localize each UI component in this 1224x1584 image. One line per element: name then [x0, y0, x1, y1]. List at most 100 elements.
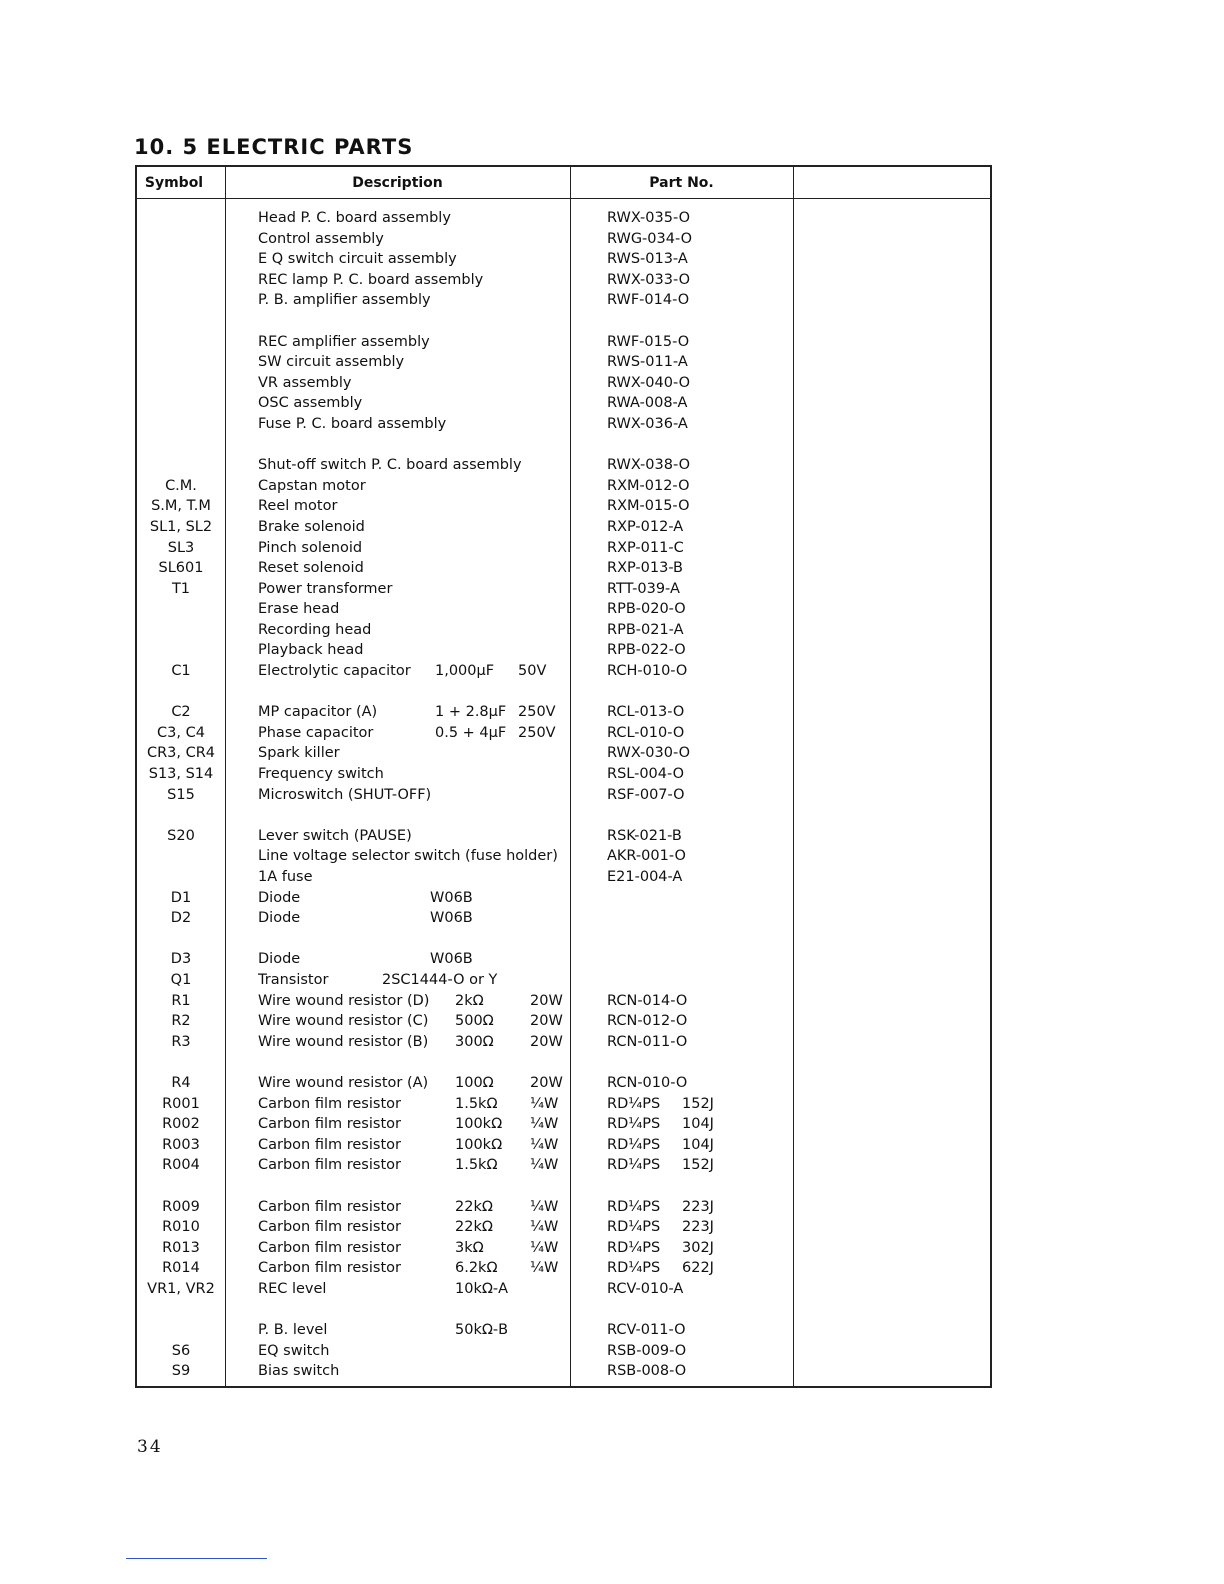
spacer-row [137, 931, 990, 952]
description-cell: Line voltage selector switch (fuse holde… [258, 848, 558, 865]
part-no-cell: RPB-020-O [607, 601, 686, 618]
description-cell: Erase head [258, 601, 340, 618]
part-no-cell: RWX-033-O [607, 271, 690, 288]
symbol-cell: S.M, T.M [151, 498, 211, 515]
rating-cell: ¼W [530, 1136, 559, 1153]
part-no-cell: RD¼PS [607, 1157, 661, 1174]
spacer-row [137, 313, 990, 334]
value-cell: 300Ω [455, 1033, 494, 1050]
part-no-cell: RPB-021-A [607, 621, 684, 638]
symbol-cell: S6 [171, 1342, 191, 1359]
spacer-row [137, 1054, 990, 1075]
part-no-cell: RXP-011-C [607, 539, 684, 556]
description-cell: Playback head [258, 642, 364, 659]
table-body: Head P. C. board assembly RWX-035-O Contro… [137, 210, 990, 1384]
symbol-cell: D3 [170, 951, 192, 968]
symbol-cell: R1 [171, 992, 191, 1009]
description-cell: REC amplifier assembly [258, 333, 430, 350]
part-no-suffix: 152J [682, 1095, 714, 1112]
symbol-cell: R002 [162, 1116, 200, 1133]
table-row: 1A fuse E21-004-A [137, 869, 990, 890]
table-row: C1 Electrolytic capacitor 1,000μF 50V RCH-01… [137, 663, 990, 684]
table-row: R003 Carbon film resistor 100kΩ ¼W RD¼PS 104J [137, 1137, 990, 1158]
header-part-no: Part No. [649, 175, 714, 191]
rating-cell: 250V [518, 704, 556, 721]
part-no-cell: RD¼PS [607, 1095, 661, 1112]
table-row: R010 Carbon film resistor 22kΩ ¼W RD¼PS 223J [137, 1219, 990, 1240]
symbol-cell: CR3, CR4 [146, 745, 216, 762]
value-cell: 2SC1444-O or Y [382, 971, 498, 988]
description-cell: Frequency switch [258, 766, 384, 783]
part-no-cell: RD¼PS [607, 1198, 661, 1215]
table-row: R002 Carbon film resistor 100kΩ ¼W RD¼PS 104J [137, 1116, 990, 1137]
table-row: REC lamp P. C. board assembly RWX-033-O [137, 272, 990, 293]
table-row: VR1, VR2 REC level 10kΩ-A RCV-010-A [137, 1281, 990, 1302]
rating-cell: 20W [530, 1013, 563, 1030]
symbol-cell: R2 [171, 1013, 191, 1030]
rating-cell: ¼W [530, 1095, 559, 1112]
symbol-cell: SL1, SL2 [149, 518, 213, 535]
description-cell: Lever switch (PAUSE) [258, 827, 412, 844]
symbol-cell: C3, C4 [157, 724, 205, 741]
description-cell: Electrolytic capacitor [258, 663, 411, 680]
table-row: S20 Lever switch (PAUSE) RSK-021-B [137, 828, 990, 849]
table-row: Shut-off switch P. C. board assembly RWX-… [137, 457, 990, 478]
description-cell: EQ switch [258, 1342, 330, 1359]
table-row: R013 Carbon film resistor 3kΩ ¼W RD¼PS 302J [137, 1240, 990, 1261]
symbol-cell: R4 [171, 1074, 191, 1091]
part-no-cell: RWS-011-A [607, 354, 688, 371]
rating-cell: ¼W [530, 1198, 559, 1215]
table-row: Q1 Transistor 2SC1444-O or Y [137, 972, 990, 993]
table-row: D3 Diode W06B [137, 951, 990, 972]
table-row: SW circuit assembly RWS-011-A [137, 354, 990, 375]
symbol-cell: T1 [171, 580, 191, 597]
part-no-cell: RD¼PS [607, 1239, 661, 1256]
table-row: REC amplifier assembly RWF-015-O [137, 334, 990, 355]
part-no-cell: RXP-012-A [607, 518, 684, 535]
table-row: R3 Wire wound resistor (B) 300Ω 20W RCN-011-… [137, 1034, 990, 1055]
part-no-cell: AKR-001-O [607, 848, 686, 865]
table-row: CR3, CR4 Spark killer RWX-030-O [137, 745, 990, 766]
part-no-suffix: 152J [682, 1157, 714, 1174]
part-no-cell: RWX-030-O [607, 745, 690, 762]
description-cell: Fuse P. C. board assembly [258, 415, 447, 432]
description-cell: VR assembly [258, 374, 352, 391]
rating-cell: ¼W [530, 1260, 559, 1277]
part-no-cell: RCL-013-O [607, 704, 685, 721]
part-no-cell: RCN-011-O [607, 1033, 688, 1050]
table-row: R001 Carbon film resistor 1.5kΩ ¼W RD¼PS 152J [137, 1096, 990, 1117]
part-no-cell: E21-004-A [607, 869, 683, 885]
value-cell: 3kΩ [455, 1239, 484, 1256]
symbol-cell: S20 [167, 827, 195, 844]
description-cell: 1A fuse [258, 869, 313, 885]
symbol-cell: R3 [171, 1033, 191, 1050]
part-no-cell: RWX-040-O [607, 374, 690, 391]
value-cell: 1 + 2.8μF [435, 704, 507, 721]
spacer-row [137, 1178, 990, 1199]
description-cell: Carbon film resistor [258, 1260, 401, 1277]
footer-line [126, 1558, 267, 1559]
table-row: Head P. C. board assembly RWX-035-O [137, 210, 990, 231]
table-row: SL601 Reset solenoid RXP-013-B [137, 560, 990, 581]
description-cell: Reel motor [258, 498, 338, 515]
description-cell: Carbon film resistor [258, 1136, 401, 1153]
value-cell: 500Ω [455, 1013, 494, 1030]
table-row: OSC assembly RWA-008-A [137, 395, 990, 416]
table-row: P. B. amplifier assembly RWF-014-O [137, 292, 990, 313]
part-no-cell: RTT-039-A [607, 580, 680, 597]
symbol-cell: R003 [162, 1136, 200, 1153]
part-no-cell: RD¼PS [607, 1219, 661, 1236]
description-cell: Carbon film resistor [258, 1095, 401, 1112]
spacer-row [137, 807, 990, 828]
part-no-suffix: 223J [682, 1219, 714, 1236]
header-divider [137, 198, 990, 199]
symbol-cell: R009 [162, 1198, 200, 1215]
table-row: R2 Wire wound resistor (C) 500Ω 20W RCN-012-… [137, 1013, 990, 1034]
value-cell: 100kΩ [455, 1136, 503, 1153]
part-no-cell: RCN-012-O [607, 1013, 688, 1030]
part-no-cell: RCL-010-O [607, 724, 685, 741]
part-no-cell: RWS-013-A [607, 251, 688, 268]
part-no-cell: RSB-008-O [607, 1363, 687, 1380]
symbol-cell: VR1, VR2 [147, 1280, 215, 1297]
rating-cell: 50V [518, 663, 547, 680]
